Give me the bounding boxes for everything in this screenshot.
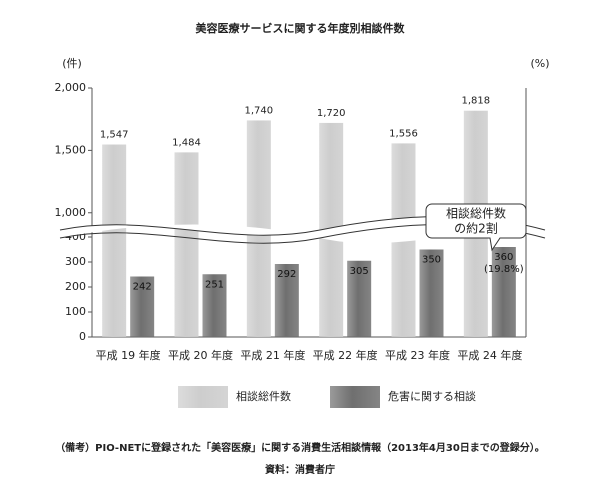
y-tick-label: 0	[79, 330, 86, 343]
y-tick-label: 1,500	[55, 143, 87, 156]
y2-unit: (%)	[530, 57, 549, 70]
bar	[419, 249, 444, 337]
bar	[347, 260, 372, 337]
y-unit: (件)	[62, 57, 82, 70]
value-label: 292	[277, 269, 296, 280]
value-label: 360	[494, 252, 513, 263]
x-tick-label: 平成 19 年度	[96, 348, 161, 362]
value-label: 1,740	[245, 105, 274, 116]
value-label: 1,556	[389, 128, 418, 139]
y-tick-label: 200	[65, 280, 86, 293]
legend-swatch	[178, 386, 228, 408]
x-tick-label: 平成 20 年度	[168, 348, 233, 362]
chart-title: 美容医療サービスに関する年度別相談件数	[196, 21, 406, 35]
callout-box	[425, 203, 527, 252]
legend-label: 相談総件数	[236, 389, 291, 403]
value-label: 350	[422, 255, 441, 266]
value-label: 251	[205, 279, 224, 290]
annotation: (19.8%)	[484, 264, 524, 275]
callout-text: 相談総件数	[446, 206, 506, 221]
note: （備考）PIO-NETに登録された「美容医療」に関する消費生活相談情報（2013…	[55, 441, 545, 454]
y-tick-label: 100	[65, 305, 86, 318]
bar	[274, 264, 299, 337]
value-label: 1,720	[317, 108, 346, 119]
y-tick-label: 2,000	[55, 81, 87, 94]
axis-break	[60, 216, 545, 244]
x-tick-label: 平成 21 年度	[240, 348, 305, 362]
legend-label: 危害に関する相談	[388, 389, 476, 403]
x-tick-label: 平成 22 年度	[313, 348, 378, 362]
value-label: 242	[133, 282, 152, 293]
value-label: 1,547	[100, 130, 129, 141]
bar	[130, 276, 155, 337]
legend-swatch	[330, 386, 380, 408]
x-tick-label: 平成 24 年度	[457, 348, 522, 362]
bar	[202, 274, 227, 337]
y-tick-label: 300	[65, 255, 86, 268]
source: 資料：消費者庁	[265, 463, 335, 476]
bar	[174, 152, 199, 337]
bar	[491, 247, 516, 337]
callout-text: の約2割	[454, 221, 498, 236]
value-label: 1,818	[462, 96, 491, 107]
value-label: 305	[350, 266, 369, 277]
x-tick-label: 平成 23 年度	[385, 348, 450, 362]
y-tick-label: 1,000	[55, 206, 87, 219]
bar	[102, 144, 127, 337]
value-label: 1,484	[172, 137, 201, 148]
